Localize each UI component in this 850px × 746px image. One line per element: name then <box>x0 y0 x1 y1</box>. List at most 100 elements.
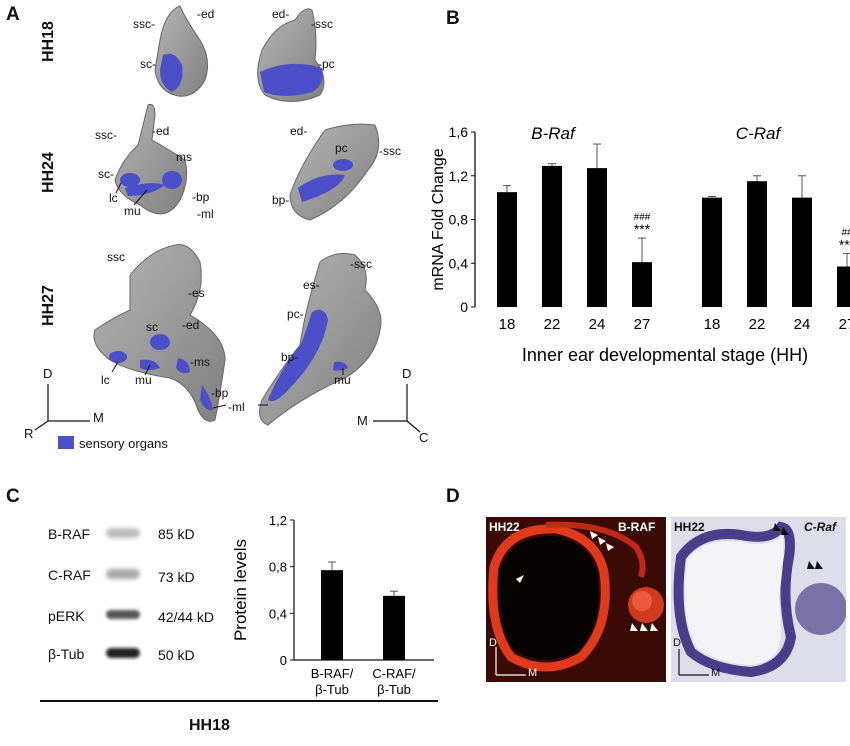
panel-c-x-tick-label: C-RAF/ <box>372 666 416 681</box>
label-hh24r-bp: bp- <box>272 193 290 207</box>
axes-right-glyph <box>373 384 421 433</box>
label-hh24l-ml: -ml <box>197 207 214 221</box>
hh18-right-sensory <box>260 63 323 96</box>
panel-b-bar <box>837 266 850 307</box>
axis-left-d: D <box>43 366 53 381</box>
panel-d-right-axis-m: M <box>711 667 721 679</box>
panel-b-significance: *** <box>839 236 850 252</box>
craf-stain <box>671 517 846 682</box>
label-hh24l-ed: -ed <box>152 124 170 138</box>
axis-left-r: R <box>24 426 34 441</box>
label-hh27r-es: es- <box>303 278 320 292</box>
axis-right-d: D <box>402 366 412 381</box>
panel-a-label: A <box>6 4 20 25</box>
blot-band-braf <box>106 528 140 538</box>
panel-b-significance: *** <box>634 221 651 237</box>
blot-protein-perk: pERK <box>48 608 85 624</box>
label-hh27l-ed: -ed <box>182 318 200 332</box>
label-hh18l-ed: -ed <box>197 7 215 21</box>
legend-swatch <box>58 436 74 449</box>
label-hh27l-bp: -bp <box>211 386 229 400</box>
label-hh27l-ssc: ssc <box>107 250 125 264</box>
panel-c-y-tick-label: 0,4 <box>269 606 287 621</box>
panel-b-bar <box>632 262 652 307</box>
panel-c-x-tick-label-2: β-Tub <box>315 682 349 697</box>
panel-d-left-axis-d: D <box>489 637 497 649</box>
panel-c-divider <box>40 700 438 702</box>
panel-d-right-image: HH22 C-Raf D M <box>671 517 846 682</box>
panel-b-x-tick-label: 18 <box>704 316 721 333</box>
panel-b-x-tick-label: 24 <box>794 316 811 333</box>
panel-c-y-tick-label: 1,2 <box>269 513 287 528</box>
panel-b-significance-2: ## <box>841 227 850 238</box>
hh18-left-sensory <box>160 53 183 92</box>
legend-label: sensory organs <box>79 436 168 451</box>
blot-band-btub <box>106 648 140 658</box>
panel-c-x-tick-label-2: β-Tub <box>377 682 411 697</box>
label-hh24r-ed: ed- <box>290 124 308 138</box>
label-hh24l-lc: lc <box>109 191 118 205</box>
blot-band-perk <box>106 610 140 619</box>
panel-b-y-tick-label: 0,4 <box>449 255 469 271</box>
braf-stain <box>486 517 666 682</box>
panel-c-bar <box>383 595 405 660</box>
panel-c-x-tick-label: B-RAF/ <box>311 666 354 681</box>
blot-size-perk: 42/44 kD <box>158 609 215 625</box>
panel-b-x-tick-label: 22 <box>544 316 561 333</box>
panel-c-bar <box>321 570 343 660</box>
panel-b-bar <box>542 165 562 307</box>
panel-b-y-tick-label: 1,6 <box>449 124 469 140</box>
panel-d-left-marker: B-RAF <box>618 520 656 534</box>
panel-b-x-tick-label: 22 <box>749 316 766 333</box>
hh24-left-model <box>114 104 188 215</box>
axis-right-c: C <box>419 430 429 445</box>
panel-d-right-axis-d: D <box>673 637 681 649</box>
hh18-left-model <box>154 5 209 97</box>
blot-size-craf: 73 kD <box>158 569 195 585</box>
blot-size-btub: 50 kD <box>158 647 195 663</box>
hh27-left-model <box>93 244 226 422</box>
label-hh27r-pc: pc- <box>287 307 304 321</box>
blot-protein-btub: β-Tub <box>48 646 85 662</box>
label-hh18r-ed: ed- <box>272 7 290 21</box>
axis-left-m: M <box>93 410 104 425</box>
panel-c-y-axis-label: Protein levels <box>231 539 250 641</box>
label-hh27r-ssc: -ssc <box>350 257 372 271</box>
panel-d-label: D <box>446 486 460 507</box>
panel-b-significance-2: ### <box>634 212 651 223</box>
panel-b-x-tick-label: 27 <box>634 316 651 333</box>
hh27-right-model <box>259 253 382 426</box>
panel-c-label: C <box>6 486 20 507</box>
blot-protein-craf: C-RAF <box>48 567 91 583</box>
axis-right-m: M <box>357 413 368 428</box>
panel-b-bar <box>747 181 767 307</box>
label-hh24r-ssc: -ssc <box>379 144 401 158</box>
panel-b-bar <box>497 192 517 307</box>
panel-d-right-stage: HH22 <box>674 520 705 534</box>
panel-b-x-tick-label: 18 <box>499 316 516 333</box>
label-hh24l-sc: sc- <box>98 167 114 181</box>
panel-b-label: B <box>446 8 460 29</box>
label-hh24l-ms: ms <box>176 150 192 164</box>
panel-c-y-tick-label: 0 <box>280 653 287 668</box>
label-hh24l-ssc: ssc- <box>95 128 117 142</box>
hh18-right-model <box>257 8 325 102</box>
label-hh24l-mu: mu <box>124 204 141 218</box>
blot-band-craf <box>106 569 140 579</box>
label-hh24l-bp: -bp <box>192 190 210 204</box>
label-hh27l-sc: sc <box>146 320 158 334</box>
label-hh27l-ml: -ml <box>228 400 245 414</box>
panel-d-left-axis-m: M <box>528 667 538 679</box>
hh24-right-model <box>289 123 380 221</box>
panel-c-y-tick-label: 0,8 <box>269 560 287 575</box>
label-hh18r-pc: -pc <box>318 57 335 71</box>
axes-left-glyph <box>34 384 90 431</box>
inner-ear-models <box>34 5 421 449</box>
panel-d-right-marker: C-Raf <box>804 520 836 534</box>
panel-d-left-image: HH22 B-RAF D M <box>486 517 666 682</box>
panel-b-y-tick-label: 1,2 <box>449 168 469 184</box>
label-hh27r-mu: mu <box>334 373 351 387</box>
panel-b-y-tick-label: 0 <box>460 299 468 315</box>
